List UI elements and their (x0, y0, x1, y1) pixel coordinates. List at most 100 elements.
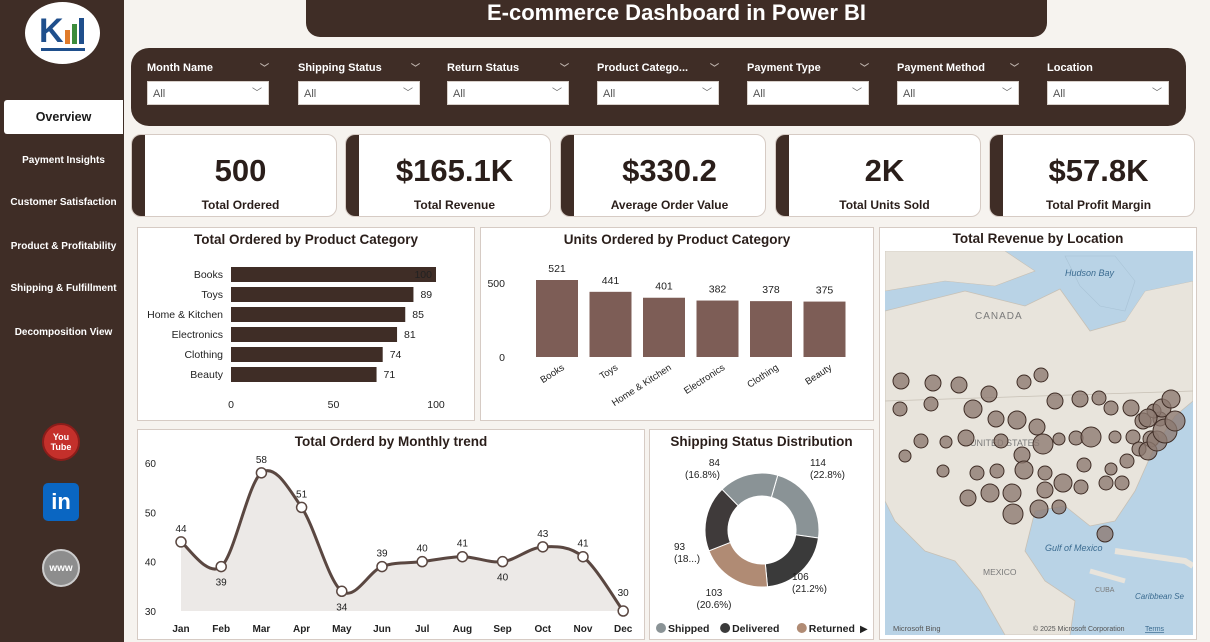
revenue-bubble[interactable] (913, 433, 929, 449)
kpi-value: $57.8K (1048, 153, 1149, 188)
kpi-value: 2K (864, 153, 905, 188)
linkedin-icon[interactable]: in (43, 483, 79, 521)
revenue-bubble[interactable] (923, 396, 939, 412)
data-label: 40 (497, 573, 509, 584)
map-revenue-by-location[interactable]: Total Revenue by Location Hudson Bay CAN… (879, 227, 1197, 640)
donut-slice (721, 472, 779, 507)
kpi-accent-bar (561, 135, 574, 216)
revenue-bubble[interactable] (1091, 390, 1107, 406)
payment-method-dropdown[interactable]: All ﹀ (897, 81, 1019, 105)
nav-customer-satisfaction[interactable]: Customer Satisfaction (10, 197, 117, 208)
chart-monthly-trend[interactable]: Total Orderd by Monthly trend 60 50 40 30 44… (137, 429, 645, 640)
revenue-bubble[interactable] (1014, 460, 1034, 480)
revenue-bubble[interactable] (1076, 457, 1092, 473)
revenue-bubble[interactable] (1096, 525, 1114, 543)
revenue-bubble[interactable] (1164, 410, 1186, 432)
revenue-bubble[interactable] (957, 429, 975, 447)
chart-units-by-category[interactable]: Units Ordered by Product Category 521 Boo… (480, 227, 874, 421)
month-name-dropdown[interactable]: All ﹀ (147, 81, 269, 105)
revenue-bubble[interactable] (980, 483, 1000, 503)
chevron-down-icon: ﹀ (403, 88, 413, 99)
return-status-dropdown[interactable]: All ﹀ (447, 81, 569, 105)
data-label: 81 (404, 329, 416, 341)
nav-overview[interactable]: Overview (4, 100, 123, 134)
revenue-bubble[interactable] (993, 433, 1009, 449)
map-canvas[interactable]: Hudson Bay CANADA UNITED STATES Gulf of … (885, 251, 1193, 635)
revenue-bubble[interactable] (1033, 367, 1049, 383)
kpi-label: Total Units Sold (839, 198, 930, 212)
payment-type-dropdown[interactable]: All ﹀ (747, 81, 869, 105)
revenue-bubble[interactable] (1053, 473, 1073, 493)
revenue-bubble[interactable] (963, 399, 983, 419)
revenue-bubble[interactable] (1028, 418, 1046, 436)
revenue-bubble[interactable] (1007, 410, 1027, 430)
revenue-bubble[interactable] (936, 464, 950, 478)
chevron-down-icon: ﹀ (1002, 88, 1012, 99)
revenue-bubble[interactable] (1036, 481, 1054, 499)
chevron-down-icon[interactable]: ﹀ (709, 63, 719, 73)
revenue-bubble[interactable] (939, 435, 953, 449)
map-terms-link[interactable]: Terms (1145, 626, 1165, 633)
revenue-bubble[interactable] (892, 372, 910, 390)
revenue-bubble[interactable] (1052, 432, 1066, 446)
revenue-bubble[interactable] (892, 401, 908, 417)
filter-label: Shipping Status (298, 62, 382, 74)
nav-payment-insights[interactable]: Payment Insights (22, 155, 105, 166)
location-dropdown[interactable]: All ﹀ (1047, 81, 1169, 105)
youtube-icon[interactable]: You Tube (42, 423, 80, 461)
revenue-bubble[interactable] (980, 385, 998, 403)
filter-location: Location All ﹀ (1047, 61, 1169, 105)
nav-product-profitability[interactable]: Product & Profitability (10, 241, 117, 252)
nav-decomposition-view[interactable]: Decomposition View (14, 327, 113, 338)
chart-ordered-by-category[interactable]: Total Ordered by Product Category Books 1… (137, 227, 475, 421)
revenue-bubble[interactable] (1122, 399, 1140, 417)
chevron-down-icon[interactable]: ﹀ (1009, 63, 1019, 73)
kpi-card-total-revenue: $165.1K Total Revenue (345, 134, 551, 217)
revenue-bubble[interactable] (1108, 430, 1122, 444)
hudson-bay (1064, 255, 1136, 312)
revenue-bubble[interactable] (1104, 462, 1118, 476)
x-tick-label: Sep (493, 624, 511, 635)
nav-shipping-fulfillment[interactable]: Shipping & Fulfillment (10, 283, 117, 294)
revenue-bubble[interactable] (1103, 400, 1119, 416)
revenue-bubble[interactable] (1046, 392, 1064, 410)
revenue-bubble[interactable] (1114, 475, 1130, 491)
chart-shipping-status[interactable]: Shipping Status Distribution 114 (22.8%) 1… (649, 429, 874, 640)
revenue-bubble[interactable] (1161, 389, 1181, 409)
data-label: 30 (618, 588, 630, 599)
product-category-dropdown[interactable]: All ﹀ (597, 81, 719, 105)
revenue-bubble[interactable] (1051, 499, 1067, 515)
revenue-bubble[interactable] (1002, 503, 1024, 525)
donut-chart-svg: 114(22.8%) 106(21.2%) 103(20.6%) 93(18...) 8… (656, 458, 868, 635)
revenue-bubble[interactable] (950, 376, 968, 394)
map-copyright: © 2025 Microsoft Corporation (1033, 625, 1125, 633)
chevron-down-icon[interactable]: ﹀ (559, 63, 569, 73)
revenue-bubble[interactable] (1071, 390, 1089, 408)
revenue-bubble[interactable] (1037, 465, 1053, 481)
revenue-bubble[interactable] (1098, 475, 1114, 491)
revenue-bubble[interactable] (1002, 483, 1022, 503)
legend-marker (720, 623, 731, 633)
revenue-bubble[interactable] (1073, 479, 1089, 495)
revenue-bubble[interactable] (959, 489, 977, 507)
revenue-bubble[interactable] (1119, 453, 1135, 469)
revenue-bubble[interactable] (1013, 446, 1031, 464)
revenue-bubble[interactable] (987, 410, 1005, 428)
revenue-bubble[interactable] (1032, 433, 1054, 455)
revenue-bubble[interactable] (1016, 374, 1032, 390)
revenue-bubble[interactable] (898, 449, 912, 463)
chevron-down-icon[interactable]: ﹀ (259, 63, 269, 73)
revenue-bubble[interactable] (1080, 426, 1102, 448)
data-label: 34 (336, 602, 348, 613)
revenue-bubble[interactable] (1125, 429, 1141, 445)
revenue-bubble[interactable] (969, 465, 985, 481)
revenue-bubble[interactable] (924, 374, 942, 392)
shipping-status-dropdown[interactable]: All ﹀ (298, 81, 420, 105)
chevron-down-icon[interactable]: ﹀ (410, 63, 420, 73)
revenue-bubble[interactable] (989, 463, 1005, 479)
revenue-bubble[interactable] (1138, 408, 1158, 428)
globe-icon[interactable]: www (42, 549, 80, 587)
revenue-bubble[interactable] (1029, 499, 1049, 519)
chevron-down-icon[interactable]: ﹀ (859, 63, 869, 73)
logo-graphic: K (39, 12, 85, 51)
